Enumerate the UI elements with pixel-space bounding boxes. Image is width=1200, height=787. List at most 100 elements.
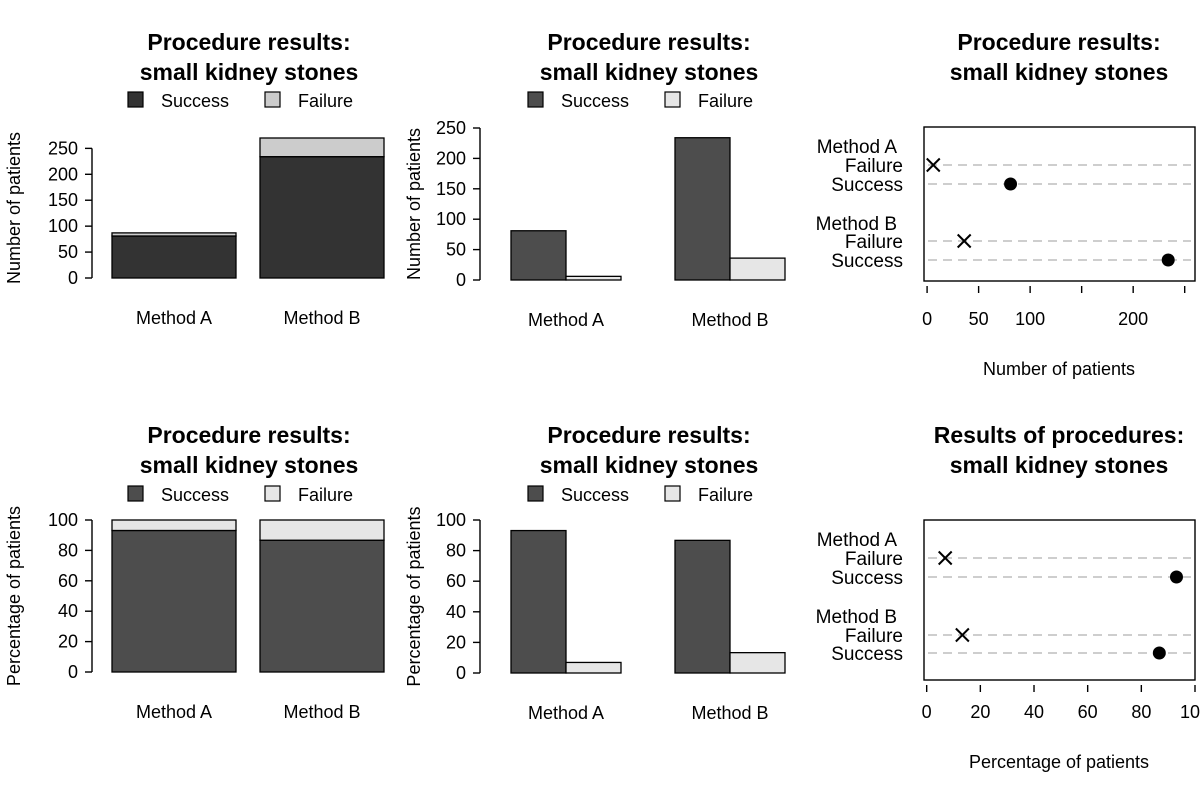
p3-x-tick-label: 200 <box>1118 309 1148 329</box>
p1-legend-label-failure: Failure <box>298 91 353 111</box>
p4-x-category-label: Method A <box>136 702 212 722</box>
p6-row-label: Failure <box>845 549 903 570</box>
p2-legend-label-failure: Failure <box>698 91 753 111</box>
p4-y-tick-label: 100 <box>48 510 78 530</box>
p1-y-tick-label: 200 <box>48 164 78 184</box>
p2-bar-method-b-success <box>674 137 731 281</box>
p2-y-tick-label: 200 <box>436 148 466 168</box>
p6-point-method-b-failure <box>955 627 970 643</box>
p6-x-tick-label: 60 <box>1078 702 1098 722</box>
p5-y-tick-label: 60 <box>446 571 466 591</box>
p2-chart: Procedure results: small kidney stones Suc… <box>404 29 786 330</box>
p6-point-method-a-failure <box>937 550 953 566</box>
p4-x-category-label: Method B <box>283 702 360 722</box>
p1-x-category-label: Method B <box>283 308 360 328</box>
p4-y-tick-label: 20 <box>58 632 78 652</box>
p4-y-tick-label: 80 <box>58 540 78 560</box>
p5-legend-label-success: Success <box>561 485 629 505</box>
p1-legend-swatch-failure <box>264 91 281 108</box>
p3-group-label: Method B <box>816 214 897 235</box>
p3-point-method-b-failure <box>956 233 972 249</box>
p1-y-tick-label: 150 <box>48 190 78 210</box>
p3-chart: Procedure results: small kidney stones Met… <box>816 29 1196 379</box>
p4-legend-swatch-success <box>127 485 144 502</box>
p6-x-axis-label: Percentage of patients <box>969 752 1149 772</box>
p3-row-label: Success <box>831 251 903 272</box>
p4-bar-method-b-failure <box>259 519 385 541</box>
p3-title-line1: Procedure results: <box>957 29 1160 55</box>
p1-y-tick-label: 0 <box>68 268 78 288</box>
p6-x-tick-label: 0 <box>922 702 932 722</box>
p1-chart: Procedure results: small kidney stones Suc… <box>4 29 385 328</box>
p4-y-axis-label: Percentage of patients <box>4 506 24 686</box>
p5-bar-method-b-success <box>674 539 731 674</box>
p2-y-tick-label: 150 <box>436 179 466 199</box>
p3-x-axis-label: Number of patients <box>983 359 1135 379</box>
p5-bar-method-b-failure <box>729 652 786 674</box>
p6-plot-box <box>923 519 1196 681</box>
p2-title-line1: Procedure results: <box>547 29 750 55</box>
p4-title-line1: Procedure results: <box>147 422 350 448</box>
p3-point-method-a-success <box>1004 177 1018 191</box>
p3-group-label: Method A <box>817 137 898 158</box>
p5-legend-label-failure: Failure <box>698 485 753 505</box>
p2-bar-method-a-success <box>510 230 567 281</box>
p6-chart: Results of procedures: small kidney stone… <box>816 422 1200 772</box>
p5-x-category-label: Method A <box>528 703 604 723</box>
p2-bar-method-a-failure <box>565 275 622 281</box>
p3-point-method-b-success <box>1161 253 1175 267</box>
p6-point-method-a-success <box>1169 570 1183 584</box>
p1-y-tick-label: 250 <box>48 138 78 158</box>
p4-y-tick-label: 40 <box>58 601 78 621</box>
p3-row-label: Failure <box>845 156 903 177</box>
p6-x-tick-label: 20 <box>970 702 990 722</box>
p2-y-tick-label: 100 <box>436 209 466 229</box>
p6-x-tick-label: 40 <box>1024 702 1044 722</box>
p4-chart: Procedure results: small kidney stones Suc… <box>4 422 385 722</box>
p3-plot-box <box>923 126 1196 282</box>
p4-legend-label-success: Success <box>161 485 229 505</box>
p1-y-tick-label: 50 <box>58 242 78 262</box>
p2-y-tick-label: 50 <box>446 240 466 260</box>
p6-group-label: Method A <box>817 530 898 551</box>
p3-title-line2: small kidney stones <box>950 59 1169 85</box>
p2-y-tick-label: 250 <box>436 118 466 138</box>
p5-y-tick-label: 80 <box>446 541 466 561</box>
p6-title-line1: Results of procedures: <box>934 422 1185 448</box>
p2-title-line2: small kidney stones <box>540 59 759 85</box>
p5-chart: Procedure results: small kidney stones Suc… <box>404 422 786 723</box>
p6-title-line2: small kidney stones <box>950 452 1169 478</box>
p2-legend-swatch-failure <box>664 91 681 108</box>
p2-y-axis-label: Number of patients <box>404 128 424 280</box>
p1-bar-method-b-failure <box>259 137 385 158</box>
p4-y-tick-label: 60 <box>58 571 78 591</box>
p5-legend-swatch-success <box>527 485 544 502</box>
p2-y-tick-label: 0 <box>456 270 466 290</box>
p5-y-tick-label: 20 <box>446 632 466 652</box>
p5-bar-method-a-failure <box>565 661 622 674</box>
p5-bar-method-a-success <box>510 529 567 674</box>
p6-row-label: Failure <box>845 626 903 647</box>
p5-y-tick-label: 40 <box>446 602 466 622</box>
p5-y-axis-label: Percentage of patients <box>404 506 424 686</box>
p6-group-label: Method B <box>816 607 897 628</box>
p3-x-tick-label: 100 <box>1015 309 1045 329</box>
p4-title-line2: small kidney stones <box>140 452 359 478</box>
p4-bar-method-b-success <box>259 539 385 673</box>
p1-legend-label-success: Success <box>161 91 229 111</box>
p2-bar-method-b-failure <box>729 257 786 281</box>
p5-title-line2: small kidney stones <box>540 452 759 478</box>
p1-legend-swatch-success <box>127 91 144 108</box>
p2-x-category-label: Method B <box>691 310 768 330</box>
p6-x-tick-label: 80 <box>1131 702 1151 722</box>
p4-legend-swatch-failure <box>264 485 281 502</box>
p1-y-tick-label: 100 <box>48 216 78 236</box>
p3-x-tick-label: 50 <box>969 309 989 329</box>
p4-bar-method-a-success <box>111 529 237 673</box>
p5-y-tick-label: 100 <box>436 510 466 530</box>
p3-row-label: Failure <box>845 232 903 253</box>
p1-bar-method-a-success <box>111 235 237 279</box>
p5-legend-swatch-failure <box>664 485 681 502</box>
p3-point-method-a-failure <box>926 157 941 173</box>
